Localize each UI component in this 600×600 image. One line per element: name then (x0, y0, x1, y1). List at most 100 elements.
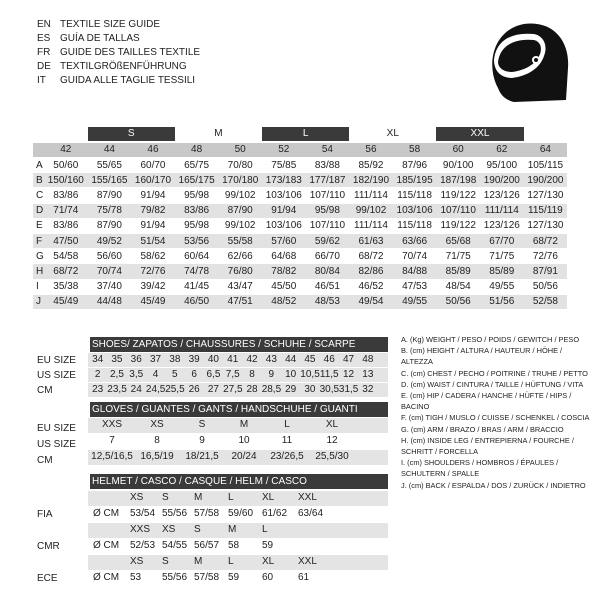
standard-name: ECE (37, 573, 58, 584)
helmet-size: XS (130, 492, 144, 503)
measure: 103/106 (265, 220, 302, 232)
standard-name: CMR (37, 541, 60, 552)
row-bg (33, 264, 568, 279)
unit: Ø CM (93, 572, 120, 583)
language-code: DE (37, 61, 51, 72)
size-group-band (87, 127, 175, 141)
measure: 103/106 (396, 205, 433, 217)
unit: Ø CM (93, 508, 120, 519)
shoe-size: 11,5 (319, 369, 339, 380)
row-label: I (36, 281, 39, 293)
row-bg (33, 234, 568, 249)
measure: 83/88 (314, 159, 340, 171)
helmet-value: 55/56 (162, 508, 188, 519)
row-label: US SIZE (37, 370, 76, 381)
measure: 95/98 (184, 189, 210, 201)
measure: 95/100 (486, 159, 518, 171)
measure: 90/100 (442, 159, 474, 171)
language-code: ES (37, 33, 51, 44)
measure: 49/52 (96, 235, 122, 247)
shoe-size: 48 (362, 354, 374, 365)
language-code: EN (37, 19, 51, 30)
measure: 177/187 (309, 174, 346, 186)
measure: 60/64 (184, 250, 210, 262)
legend-item: A. (Kg) WEIGHT / PESO / POIDS / GEWITCH … (401, 335, 580, 344)
language-code: IT (37, 75, 46, 86)
measure: 62/66 (227, 250, 253, 262)
measure: 119/122 (440, 189, 476, 201)
measure: 71/74 (53, 205, 79, 217)
measure: 75/78 (96, 205, 122, 217)
measure: 190/200 (483, 174, 520, 186)
measure: 47/50 (53, 235, 79, 247)
standard-name: FIA (37, 509, 53, 520)
shoe-size: 5 (172, 369, 178, 380)
measure: 111/114 (484, 205, 519, 217)
row-bg (88, 368, 388, 382)
row-label: B (36, 174, 43, 186)
measure: 91/94 (140, 220, 166, 232)
shoe-size: 4 (152, 369, 159, 380)
shoe-size: 2 (94, 369, 101, 380)
row-bg (88, 507, 388, 522)
shoe-size: 23 (92, 384, 104, 395)
measure: 46/50 (184, 296, 210, 308)
shoe-size: 10 (285, 369, 297, 380)
measure: 99/102 (224, 220, 256, 232)
language-title: TEXTILE SIZE GUIDE (60, 19, 161, 30)
measure: 49/55 (402, 296, 428, 308)
helmet-size: M (194, 556, 203, 567)
measure: 68/72 (53, 265, 79, 277)
shoe-size: 26 (188, 384, 200, 395)
glove-size: S (198, 419, 206, 430)
shoe-size: 30,5 (319, 384, 340, 395)
shoe-size: 38 (169, 354, 181, 365)
row-label: A (36, 159, 43, 171)
measure: 107/110 (309, 189, 346, 201)
measure: 115/118 (397, 220, 432, 232)
measure: 64/68 (271, 250, 297, 262)
measure: 91/94 (140, 189, 166, 201)
measure: 185/195 (396, 174, 433, 186)
measure: 123/126 (483, 220, 520, 232)
glove-size: 18/21,5 (185, 451, 219, 462)
measure: 105/115 (527, 159, 564, 171)
helmet-size: L (228, 556, 234, 567)
shoe-size: 2,5 (109, 369, 124, 380)
helmet-value: 58 (228, 540, 240, 551)
measure: 41/45 (184, 281, 210, 293)
measure: 127/130 (527, 220, 564, 232)
measure: 65/68 (445, 235, 471, 247)
measure: 72/76 (140, 265, 166, 277)
size-group: L (302, 128, 309, 139)
shoe-size: 24 (130, 384, 142, 395)
size-group-band (436, 127, 524, 141)
helmet-size: M (194, 492, 203, 503)
row-bg (33, 173, 568, 188)
shoe-size: 31,5 (338, 384, 359, 395)
glove-size: XS (150, 419, 164, 430)
row-bg (33, 203, 568, 218)
row-label: US SIZE (37, 439, 76, 450)
measure: 78/82 (271, 265, 297, 277)
size-number: 56 (365, 144, 377, 155)
measure: 65/75 (184, 159, 210, 171)
measure: 75/85 (271, 159, 297, 171)
row-label: D (36, 205, 44, 217)
size-number: 64 (539, 144, 551, 155)
language-title: TEXTILGRÖßENFÜHRUNG (60, 61, 187, 72)
helmet-value: 59 (228, 572, 240, 583)
unit: Ø CM (93, 540, 120, 551)
row-bg (88, 353, 388, 367)
shoe-size: 23,5 (107, 384, 127, 395)
shoe-size: 34 (92, 354, 104, 365)
helmet-size: XL (262, 556, 275, 567)
glove-size: XL (325, 419, 339, 430)
helmet-value: 56/57 (194, 540, 220, 551)
measure: 37/40 (96, 281, 122, 293)
legend-item: B. (cm) HEIGHT / ALTURA / HAUTEUR / HÖHE… (401, 346, 563, 367)
helmet-value: 57/58 (194, 572, 220, 583)
helmet-size: M (228, 524, 237, 535)
measure: 83/86 (53, 220, 79, 232)
